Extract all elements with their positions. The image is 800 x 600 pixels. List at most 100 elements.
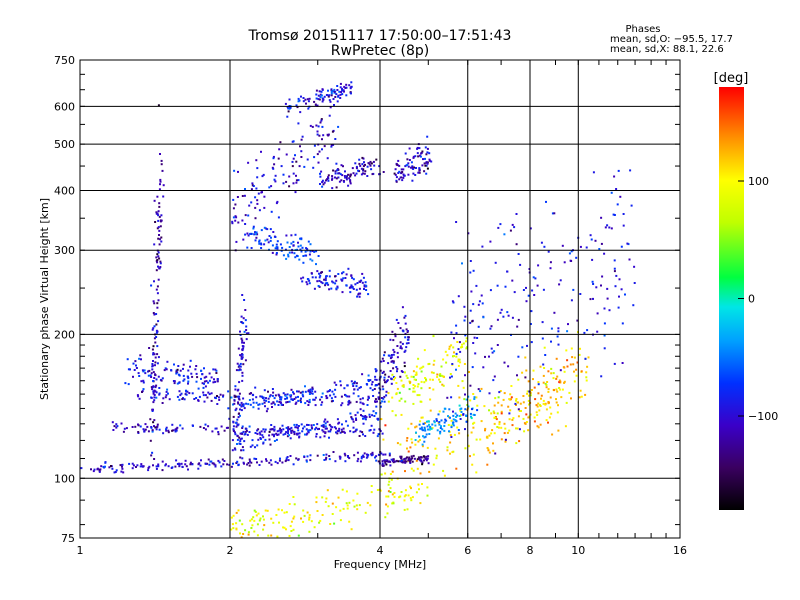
data-point	[347, 400, 350, 403]
data-point	[305, 459, 308, 462]
data-point	[273, 433, 276, 436]
data-point	[237, 221, 240, 224]
data-point	[373, 428, 376, 431]
data-point	[539, 365, 542, 368]
data-point	[353, 454, 356, 457]
data-point	[565, 349, 568, 352]
data-point	[287, 110, 290, 113]
data-point	[424, 157, 426, 160]
data-point	[180, 462, 183, 465]
data-point	[272, 391, 275, 394]
data-point	[321, 282, 324, 285]
data-point	[476, 404, 479, 407]
data-point	[387, 483, 390, 486]
data-point	[344, 170, 346, 173]
data-point	[354, 162, 357, 165]
data-point	[540, 394, 543, 397]
data-point	[355, 288, 358, 291]
data-point	[159, 260, 162, 263]
data-point	[242, 397, 245, 400]
data-point	[202, 391, 205, 394]
data-point	[527, 380, 530, 383]
data-point	[413, 457, 416, 460]
data-point	[370, 168, 373, 171]
data-point	[542, 363, 545, 366]
data-point	[240, 315, 243, 318]
data-point	[316, 510, 319, 512]
data-point	[204, 385, 207, 388]
data-point	[570, 299, 573, 302]
data-point	[349, 182, 352, 185]
data-point	[202, 386, 205, 389]
data-point	[297, 425, 300, 427]
data-point	[283, 511, 286, 514]
data-point	[347, 267, 350, 270]
data-point	[121, 467, 124, 470]
data-point	[330, 90, 333, 93]
data-point	[412, 384, 415, 386]
data-point	[250, 201, 253, 204]
data-point	[334, 172, 337, 175]
data-point	[360, 167, 363, 170]
data-point	[242, 345, 245, 348]
data-point	[450, 331, 453, 334]
data-point	[325, 397, 328, 400]
data-point	[615, 188, 618, 190]
data-point	[155, 313, 158, 315]
data-point	[492, 410, 495, 413]
data-point	[534, 277, 537, 280]
data-point	[503, 361, 506, 364]
data-point	[374, 378, 377, 381]
data-point	[257, 192, 260, 195]
y-tick-label: 100	[54, 472, 75, 485]
data-point	[348, 501, 351, 504]
data-point	[527, 399, 530, 402]
data-point	[350, 416, 353, 419]
data-point	[256, 233, 259, 236]
data-point	[521, 371, 524, 374]
data-point	[392, 353, 395, 356]
data-point	[370, 454, 373, 457]
data-point	[297, 534, 300, 537]
data-point	[155, 329, 158, 332]
data-point	[400, 457, 403, 460]
data-point	[272, 401, 275, 404]
data-point	[547, 250, 550, 253]
data-point	[154, 356, 157, 359]
data-point	[271, 251, 274, 254]
data-point	[381, 462, 384, 465]
data-point	[220, 425, 223, 428]
data-point	[425, 378, 427, 381]
data-point	[455, 355, 458, 358]
data-point	[403, 316, 406, 319]
data-point	[153, 396, 156, 399]
data-point	[276, 434, 279, 436]
data-point	[232, 216, 235, 219]
data-point	[592, 171, 595, 174]
data-point	[139, 354, 142, 357]
data-point	[249, 519, 252, 522]
data-point	[455, 352, 458, 355]
data-point	[291, 399, 294, 401]
data-point	[300, 277, 303, 280]
data-point	[321, 125, 324, 128]
data-point	[272, 155, 275, 158]
data-point	[262, 396, 265, 399]
data-point	[348, 395, 351, 398]
data-point	[262, 436, 265, 439]
data-point	[389, 338, 392, 341]
data-point	[324, 284, 327, 287]
data-point	[362, 433, 364, 436]
data-point	[249, 445, 252, 448]
data-point	[260, 460, 263, 463]
data-point	[266, 228, 269, 231]
data-point	[488, 409, 490, 412]
data-point	[233, 169, 236, 172]
data-point	[155, 256, 158, 259]
data-point	[220, 465, 223, 468]
data-point	[178, 464, 181, 467]
data-point	[294, 402, 297, 405]
data-point	[324, 422, 327, 425]
data-point	[369, 387, 372, 390]
data-point	[471, 366, 474, 369]
